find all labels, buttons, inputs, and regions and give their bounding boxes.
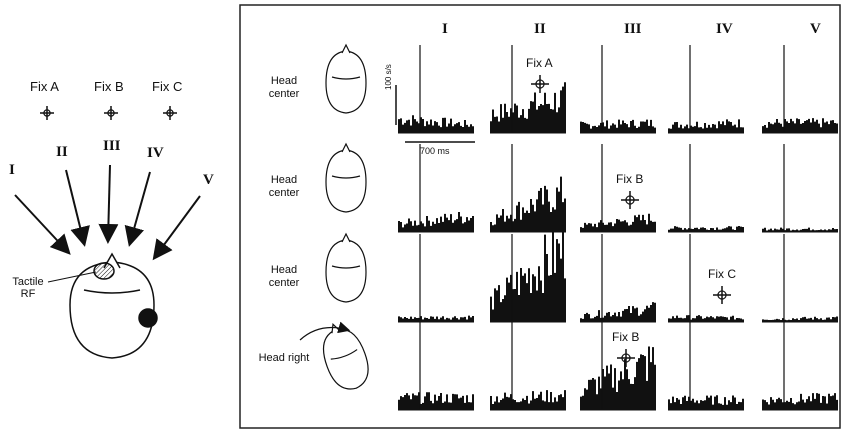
direction-label: III [103,139,121,153]
head-outline [326,240,366,302]
column-header: I [442,22,448,36]
histogram [762,118,838,133]
direction-label: I [9,163,15,177]
direction-label: II [56,145,68,159]
histogram [580,346,656,410]
direction-label: V [203,173,214,187]
figure: Fix A Fix B Fix C I II III IV V Tactile … [0,0,847,435]
row-label: Head center [258,174,310,200]
column-header: II [534,22,546,36]
scale-rate: 100 s/s [382,64,396,90]
fixation-label: Fix C [708,267,736,281]
column-header: III [624,22,642,36]
histogram [490,225,566,322]
fix-label: Fix A [30,80,59,94]
column-header: IV [716,22,733,36]
histogram [398,212,474,232]
head-icon [326,45,366,113]
histogram [398,115,474,133]
fix-label: Fix C [152,80,182,94]
histogram [762,393,838,410]
direction-label: IV [147,146,164,160]
head-icon [326,234,366,302]
histogram [668,395,744,410]
histogram [490,177,566,232]
scale-time: 700 ms [420,144,450,158]
histogram [668,315,744,322]
histogram [580,120,656,133]
histogram [762,317,838,322]
head-nose [342,144,350,152]
fixation-label: Fix B [616,172,643,186]
histogram [398,316,474,322]
head-outline [326,150,366,212]
head-nose [342,234,350,242]
head-icon [326,144,366,212]
head-diagram [48,254,157,358]
head-outline [316,323,375,395]
fixation-label: Fix B [612,330,639,344]
fix-label: Fix B [94,80,124,94]
row-label: Head center [258,264,310,290]
histogram [580,302,656,322]
row-label: Head center [258,75,310,101]
histogram [668,119,744,133]
fixation-label: Fix A [526,56,553,70]
histogram [398,392,474,410]
histogram [490,390,566,410]
row-label: Head right [258,352,310,365]
histogram [580,214,656,232]
histograms [398,45,838,410]
head-outline [326,51,366,113]
histogram [668,226,744,232]
histogram [490,82,566,133]
tactile-label: Tactile RF [8,276,48,300]
head-nose [342,45,350,53]
direction-arrows [15,165,200,257]
column-header: V [810,22,821,36]
drawing [0,0,847,435]
histogram [762,228,838,232]
